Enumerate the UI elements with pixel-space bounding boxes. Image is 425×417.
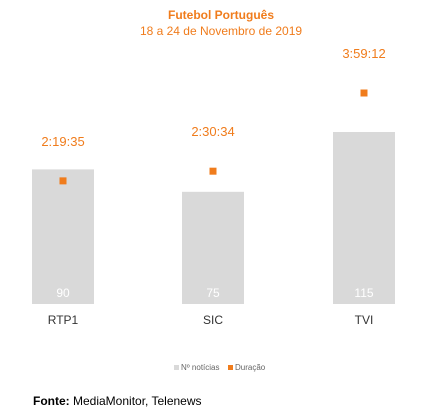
duration-label-sic: 2:30:34 <box>191 124 234 139</box>
legend-swatch-duracao <box>228 365 233 370</box>
source-text: MediaMonitor, Telenews <box>73 394 202 408</box>
duration-label-rtp1: 2:19:35 <box>41 134 84 149</box>
duration-marker-tvi <box>360 89 368 97</box>
duration-marker-rtp1 <box>59 177 67 185</box>
duration-label-tvi: 3:59:12 <box>342 46 385 61</box>
bar-rtp1 <box>32 169 94 304</box>
bar-value-label-rtp1: 90 <box>56 286 70 300</box>
plot-area: 90 2:19:35 RTP1 75 2:30:34 SIC 115 3:59:12 TVI <box>32 46 395 327</box>
legend-label-duracao: Duração <box>235 363 266 372</box>
bar-value-label-sic: 75 <box>206 286 220 300</box>
chart-title: Futebol Português <box>168 8 274 22</box>
category-label-tvi: TVI <box>355 313 374 327</box>
duration-marker-sic <box>209 167 217 175</box>
legend-swatch-noticias <box>174 365 179 370</box>
bar-sic <box>182 191 244 304</box>
chart-subtitle: 18 a 24 de Novembro de 2019 <box>140 24 302 38</box>
category-label-rtp1: RTP1 <box>48 313 79 327</box>
legend: Nº notícias Duração <box>174 363 266 372</box>
bar-tvi <box>333 132 395 304</box>
source-label: Fonte: <box>33 394 70 408</box>
category-label-sic: SIC <box>203 313 223 327</box>
source-note: Fonte: MediaMonitor, Telenews <box>33 394 202 408</box>
bar-value-label-tvi: 115 <box>354 286 373 300</box>
legend-label-noticias: Nº notícias <box>181 363 220 372</box>
